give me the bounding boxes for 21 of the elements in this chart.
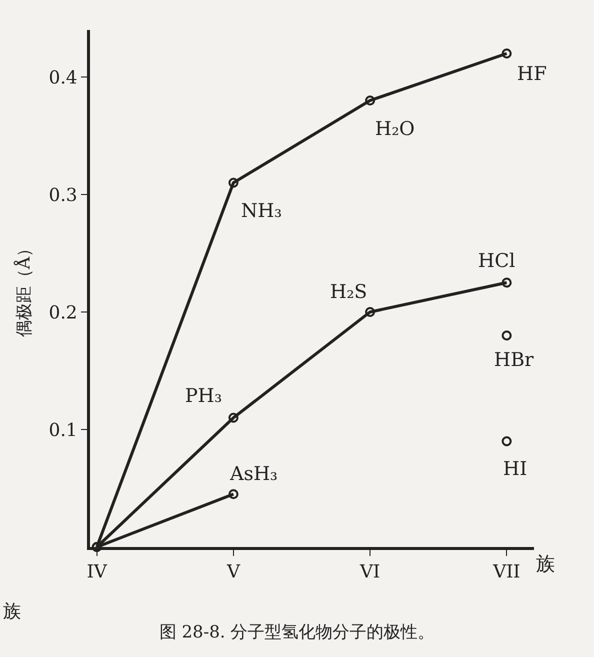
text: 族: [3, 601, 21, 622]
annotation: H₂O: [375, 118, 415, 140]
text: 图 28-8. 分子型氢化物分子的极性。: [159, 622, 435, 642]
x-tick-label: VI: [359, 562, 380, 583]
x-tick-label: VII: [492, 562, 520, 583]
y-tick-label: 0.4: [48, 67, 78, 88]
annotation: HI: [503, 458, 528, 480]
x-axis-title: 族: [536, 553, 555, 575]
y-tick-label: 0.3: [48, 184, 78, 206]
annotation: HF: [517, 63, 547, 85]
annotation: NH₃: [241, 200, 282, 222]
y-tick-label: 0.2: [48, 302, 78, 324]
y-axis-title: 偶极距（Å）: [13, 240, 34, 338]
annotation: H₂S: [330, 281, 368, 303]
annotation: HCl: [478, 250, 516, 272]
annotation: AsH₃: [229, 463, 278, 485]
annotation: PH₃: [185, 385, 222, 407]
y-tick-label: 0.1: [48, 420, 78, 441]
x-tick-label: IV: [86, 562, 108, 583]
x-tick-label: V: [226, 562, 241, 583]
annotation: HBr: [494, 349, 535, 371]
